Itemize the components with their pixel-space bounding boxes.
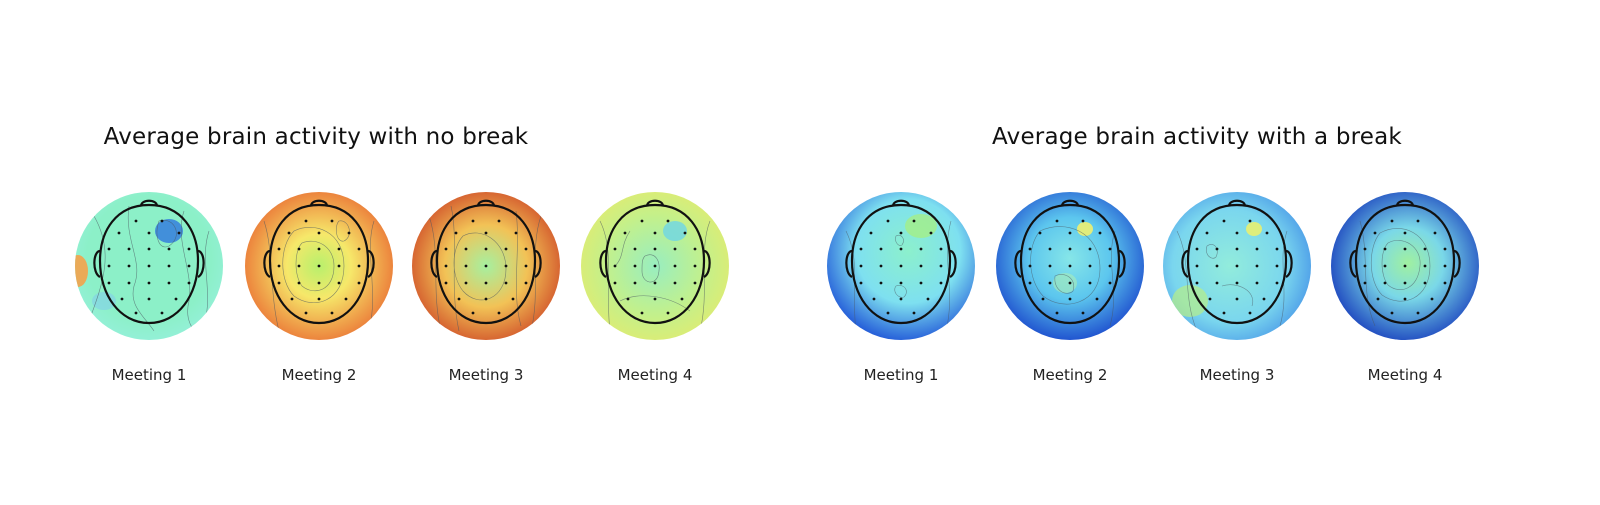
topomap-no-break-meeting-1: Meeting 1	[74, 191, 224, 384]
electrode-grid	[1195, 219, 1279, 315]
activity-hotspot	[92, 292, 116, 310]
topomap-svg	[75, 192, 223, 340]
activity-hotspot	[663, 221, 687, 241]
electrode-grid	[277, 219, 361, 315]
meeting-label: Meeting 1	[863, 366, 939, 384]
topomap-break-meeting-4: Meeting 4	[1330, 191, 1480, 384]
meeting-label: Meeting 1	[111, 366, 187, 384]
electrode-grid	[1028, 219, 1112, 315]
topomap-svg	[827, 192, 975, 340]
meeting-label: Meeting 3	[1199, 366, 1275, 384]
topomap-no-break-meeting-4: Meeting 4	[580, 191, 730, 384]
meeting-label: Meeting 4	[617, 366, 693, 384]
meeting-label: Meeting 2	[281, 366, 357, 384]
meeting-label: Meeting 4	[1367, 366, 1443, 384]
head-outline	[430, 199, 542, 325]
activity-hotspot	[1077, 222, 1093, 236]
topomap-no-break-meeting-3: Meeting 3	[411, 191, 561, 384]
meeting-label: Meeting 2	[1032, 366, 1108, 384]
head-outline	[1014, 199, 1126, 325]
head-outline	[1181, 199, 1293, 325]
head-outline	[845, 199, 957, 325]
electrode-grid	[444, 219, 528, 315]
topomap-break-meeting-2: Meeting 2	[995, 191, 1145, 384]
topomap-svg	[412, 192, 560, 340]
electrode-grid	[107, 219, 191, 315]
topomap-no-break-meeting-2: Meeting 2	[244, 191, 394, 384]
topomap-break-meeting-3: Meeting 3	[1162, 191, 1312, 384]
activity-hotspot	[1246, 222, 1262, 236]
topomap-svg	[1331, 192, 1479, 340]
topomap-svg	[581, 192, 729, 340]
electrode-grid	[613, 219, 697, 315]
panel-title: Average brain activity with no break	[103, 124, 529, 150]
activity-hotspot	[155, 219, 183, 243]
electrode-grid	[859, 219, 943, 315]
contour-lines	[428, 205, 542, 332]
panel-no-break: Average brain activity with no break	[74, 124, 730, 384]
meeting-label: Meeting 3	[448, 366, 524, 384]
contour-lines	[1176, 230, 1288, 332]
electrode-grid	[1363, 219, 1447, 315]
activity-hotspot	[1053, 273, 1077, 293]
panel-with-break: Average brain activity with a break	[800, 0, 1600, 505]
head-outline	[599, 199, 711, 325]
topomap-svg	[245, 192, 393, 340]
activity-hotspot	[905, 214, 937, 238]
head-outline	[263, 199, 375, 325]
panel-title: Average brain activity with a break	[992, 124, 1402, 150]
head-outline	[1349, 199, 1461, 325]
activity-hotspot	[75, 255, 88, 287]
head-outline	[93, 199, 205, 325]
topomap-svg	[1163, 192, 1311, 340]
activity-hotspot	[1172, 285, 1208, 317]
topomap-svg	[996, 192, 1144, 340]
topomap-break-meeting-1: Meeting 1	[826, 191, 976, 384]
